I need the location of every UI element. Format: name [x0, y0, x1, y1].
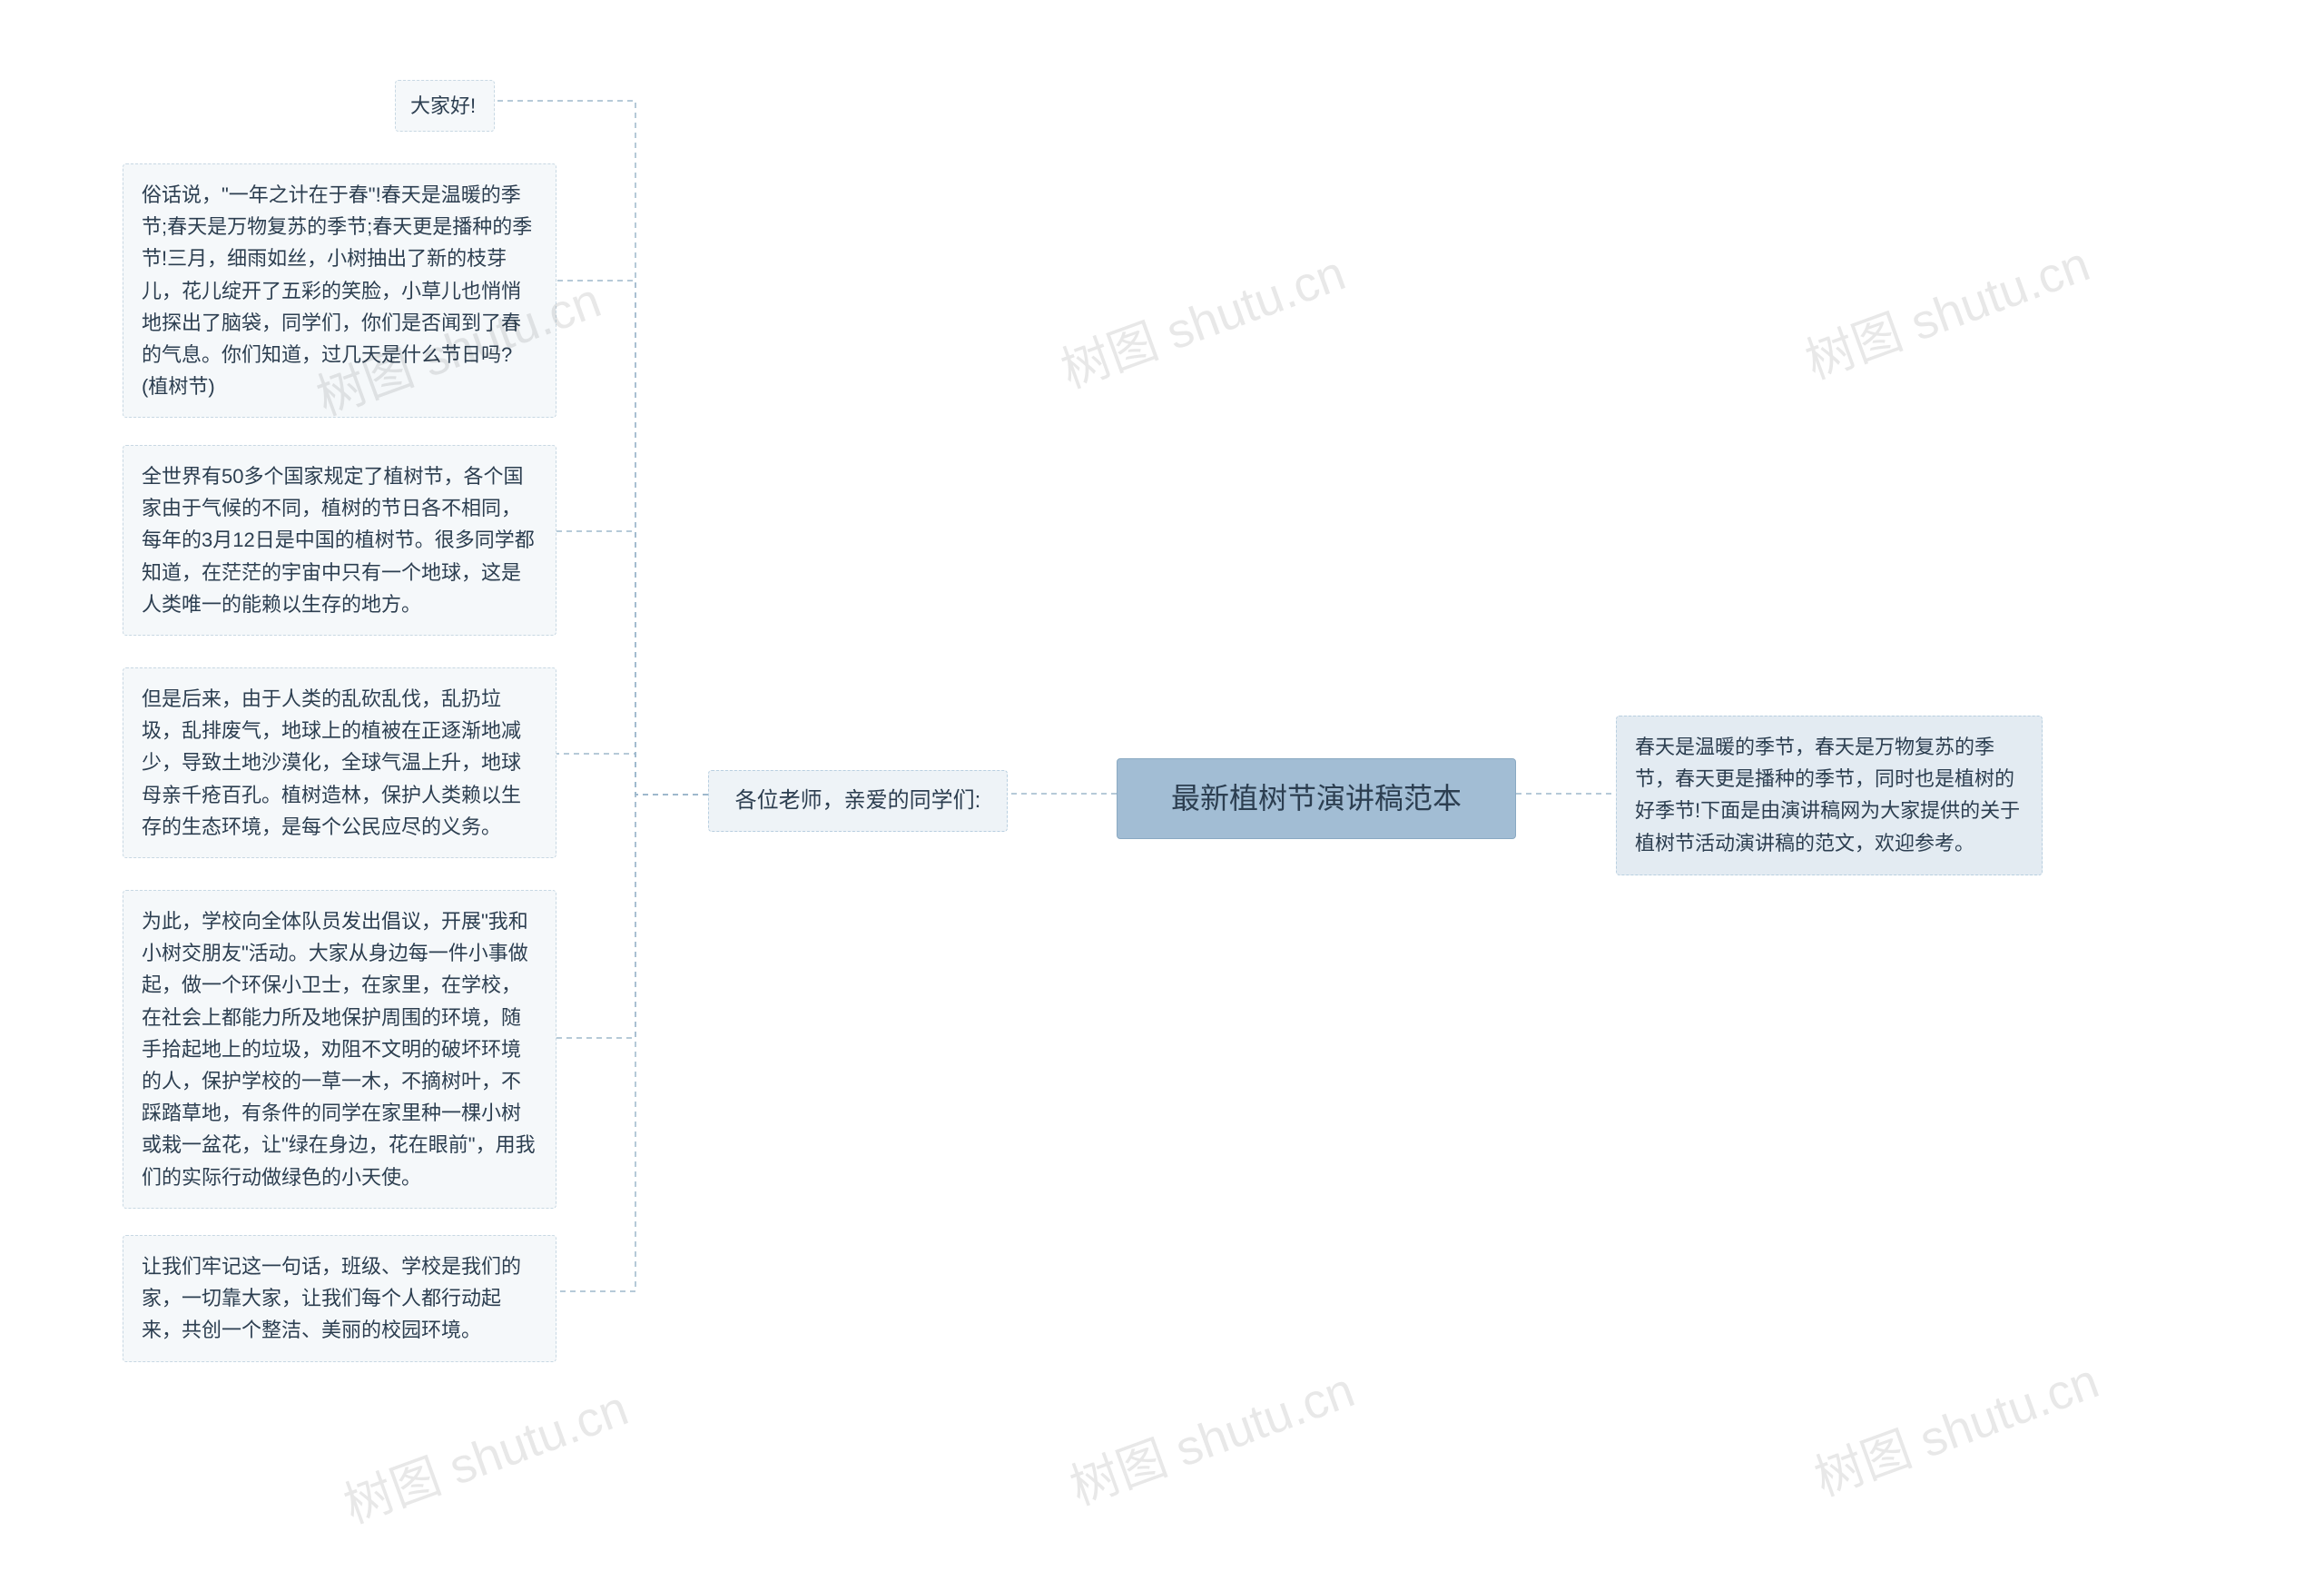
leaf-paragraph[interactable]: 但是后来，由于人类的乱砍乱伐，乱扔垃圾，乱排废气，地球上的植被在正逐渐地减少，导…: [123, 667, 556, 858]
leaf-paragraph[interactable]: 全世界有50多个国家规定了植树节，各个国家由于气候的不同，植树的节日各不相同，每…: [123, 445, 556, 636]
leaf-text: 让我们牢记这一句话，班级、学校是我们的家，一切靠大家，让我们每个人都行动起来，共…: [142, 1255, 521, 1341]
leaf-text: 俗话说，"一年之计在于春"!春天是温暖的季节;春天是万物复苏的季节;春天更是播种…: [142, 183, 532, 398]
leaf-greeting[interactable]: 大家好!: [395, 80, 495, 132]
salutation-node[interactable]: 各位老师，亲爱的同学们:: [708, 770, 1008, 832]
leaf-paragraph[interactable]: 让我们牢记这一句话，班级、学校是我们的家，一切靠大家，让我们每个人都行动起来，共…: [123, 1235, 556, 1362]
leaf-text: 为此，学校向全体队员发出倡议，开展"我和小树交朋友"活动。大家从身边每一件小事做…: [142, 910, 536, 1189]
salutation-text: 各位老师，亲爱的同学们:: [735, 784, 981, 818]
leaf-paragraph[interactable]: 俗话说，"一年之计在于春"!春天是温暖的季节;春天是万物复苏的季节;春天更是播种…: [123, 163, 556, 418]
watermark: 树图 shutu.cn: [1794, 223, 2097, 392]
leaf-text: 大家好!: [410, 94, 476, 117]
intro-node[interactable]: 春天是温暖的季节，春天是万物复苏的季节，春天更是播种的季节，同时也是植树的好季节…: [1616, 716, 2043, 875]
watermark: 树图 shutu.cn: [1049, 232, 1353, 401]
watermark: 树图 shutu.cn: [332, 1368, 635, 1537]
intro-text: 春天是温暖的季节，春天是万物复苏的季节，春天更是播种的季节，同时也是植树的好季节…: [1635, 736, 2020, 855]
leaf-paragraph[interactable]: 为此，学校向全体队员发出倡议，开展"我和小树交朋友"活动。大家从身边每一件小事做…: [123, 890, 556, 1209]
leaf-text: 全世界有50多个国家规定了植树节，各个国家由于气候的不同，植树的节日各不相同，每…: [142, 465, 535, 616]
watermark: 树图 shutu.cn: [1059, 1349, 1362, 1518]
root-label: 最新植树节演讲稿范本: [1171, 776, 1462, 822]
leaf-text: 但是后来，由于人类的乱砍乱伐，乱扔垃圾，乱排废气，地球上的植被在正逐渐地减少，导…: [142, 687, 521, 838]
watermark: 树图 shutu.cn: [1803, 1340, 2106, 1509]
root-node[interactable]: 最新植树节演讲稿范本: [1117, 758, 1516, 839]
